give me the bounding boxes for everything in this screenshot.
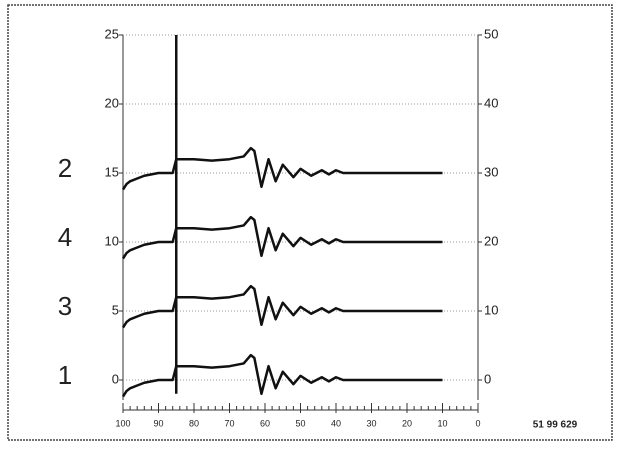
x-tick-label: 50: [295, 418, 305, 428]
x-tick-label: 100: [115, 418, 130, 428]
series-line: [121, 284, 443, 329]
y-tick-label: 5: [112, 302, 119, 317]
frame: [7, 4, 613, 441]
x-tick-label: 10: [437, 418, 447, 428]
x-tick-label: 90: [153, 418, 163, 428]
series-label: 4: [58, 222, 72, 252]
footnote: 51 99 629: [533, 420, 578, 431]
series-line: [121, 353, 443, 398]
series-line: [121, 146, 443, 191]
y2-tick-label: 20: [484, 233, 498, 248]
x-tick-label: 20: [402, 418, 412, 428]
x-tick-label: 40: [331, 418, 341, 428]
y2-tick-label: 10: [484, 302, 498, 317]
y-tick-label: 0: [112, 371, 119, 386]
series-line: [121, 215, 443, 260]
y2-tick-label: 40: [484, 95, 498, 110]
x-tick-label: 80: [189, 418, 199, 428]
y2-tick-label: 30: [484, 164, 498, 179]
y-tick-label: 15: [105, 164, 119, 179]
y2-tick-label: 0: [484, 371, 491, 386]
x-tick-label: 70: [224, 418, 234, 428]
series-label: 3: [58, 291, 72, 321]
series-label: 2: [58, 153, 72, 183]
y-tick-label: 10: [105, 233, 119, 248]
x-tick-label: 60: [260, 418, 270, 428]
y-tick-label: 20: [105, 95, 119, 110]
x-tick-label: 0: [475, 418, 480, 428]
x-tick-label: 30: [366, 418, 376, 428]
series-label: 1: [58, 360, 72, 390]
y-tick-label: 25: [105, 26, 119, 41]
y2-tick-label: 50: [484, 26, 498, 41]
